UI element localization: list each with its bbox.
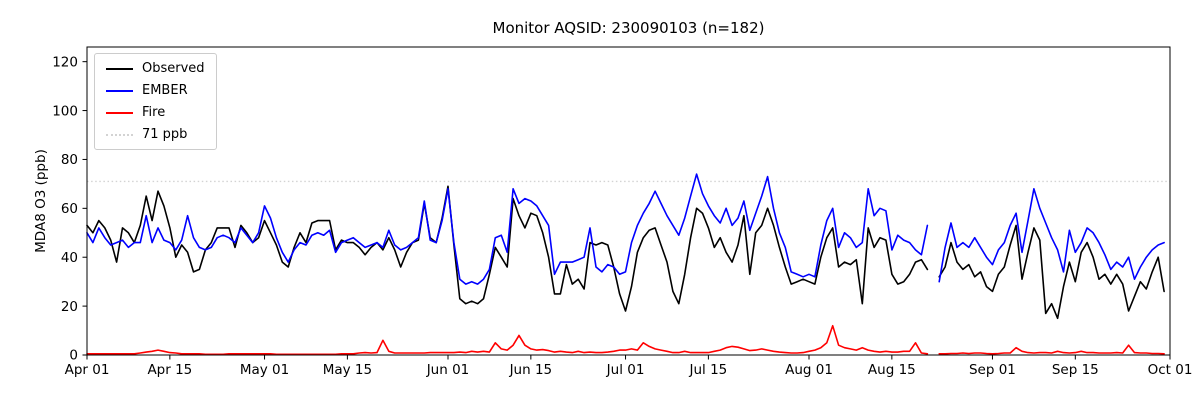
x-tick-label: Aug 01 (785, 362, 833, 378)
x-tick-label: Jun 15 (509, 362, 553, 378)
fire-line (86, 324, 1165, 356)
legend-label-fire: Fire (142, 105, 166, 120)
x-tick-label: Jul 15 (689, 362, 728, 378)
x-tick-label: Apr 01 (65, 362, 110, 378)
legend-item-ember: EMBER (106, 83, 205, 98)
legend-item-fire: Fire (106, 105, 205, 120)
y-tick-label: 20 (61, 299, 78, 315)
legend-item-threshold: 71 ppb (106, 127, 205, 142)
x-tick-label: May 15 (323, 362, 372, 378)
x-tick-label: Aug 15 (868, 362, 916, 378)
legend-swatch-threshold (106, 133, 133, 136)
x-tick-label: Jun 01 (426, 362, 470, 378)
x-tick-label: Sep 15 (1052, 362, 1099, 378)
legend-label-threshold: 71 ppb (142, 127, 188, 142)
legend-swatch-observed (106, 67, 133, 70)
y-tick-label: 120 (52, 54, 78, 70)
y-tick-label: 100 (52, 103, 78, 119)
x-tick-label: Jul 01 (606, 362, 645, 378)
y-tick-label: 0 (69, 348, 78, 364)
x-tick-label: Sep 01 (969, 362, 1016, 378)
legend-label-ember: EMBER (142, 83, 188, 98)
x-tick-label: May 01 (240, 362, 289, 378)
ember-line (86, 173, 1165, 285)
y-tick-label: 80 (61, 152, 78, 168)
plot-border (86, 46, 1171, 356)
x-tick-label: Apr 15 (147, 362, 192, 378)
legend-swatch-fire (106, 111, 133, 114)
legend-label-observed: Observed (142, 61, 205, 76)
y-tick-label: 40 (61, 250, 78, 266)
observed-line (86, 185, 1165, 320)
y-tick-label: 60 (61, 201, 78, 217)
legend-swatch-ember (106, 89, 133, 92)
x-tick-label: Oct 01 (1148, 362, 1193, 378)
y-axis-label: MDA8 O3 (ppb) (33, 149, 49, 253)
chart-title: Monitor AQSID: 230090103 (n=182) (492, 19, 765, 37)
legend: Observed EMBER Fire 71 ppb (94, 53, 217, 150)
legend-item-observed: Observed (106, 61, 205, 76)
